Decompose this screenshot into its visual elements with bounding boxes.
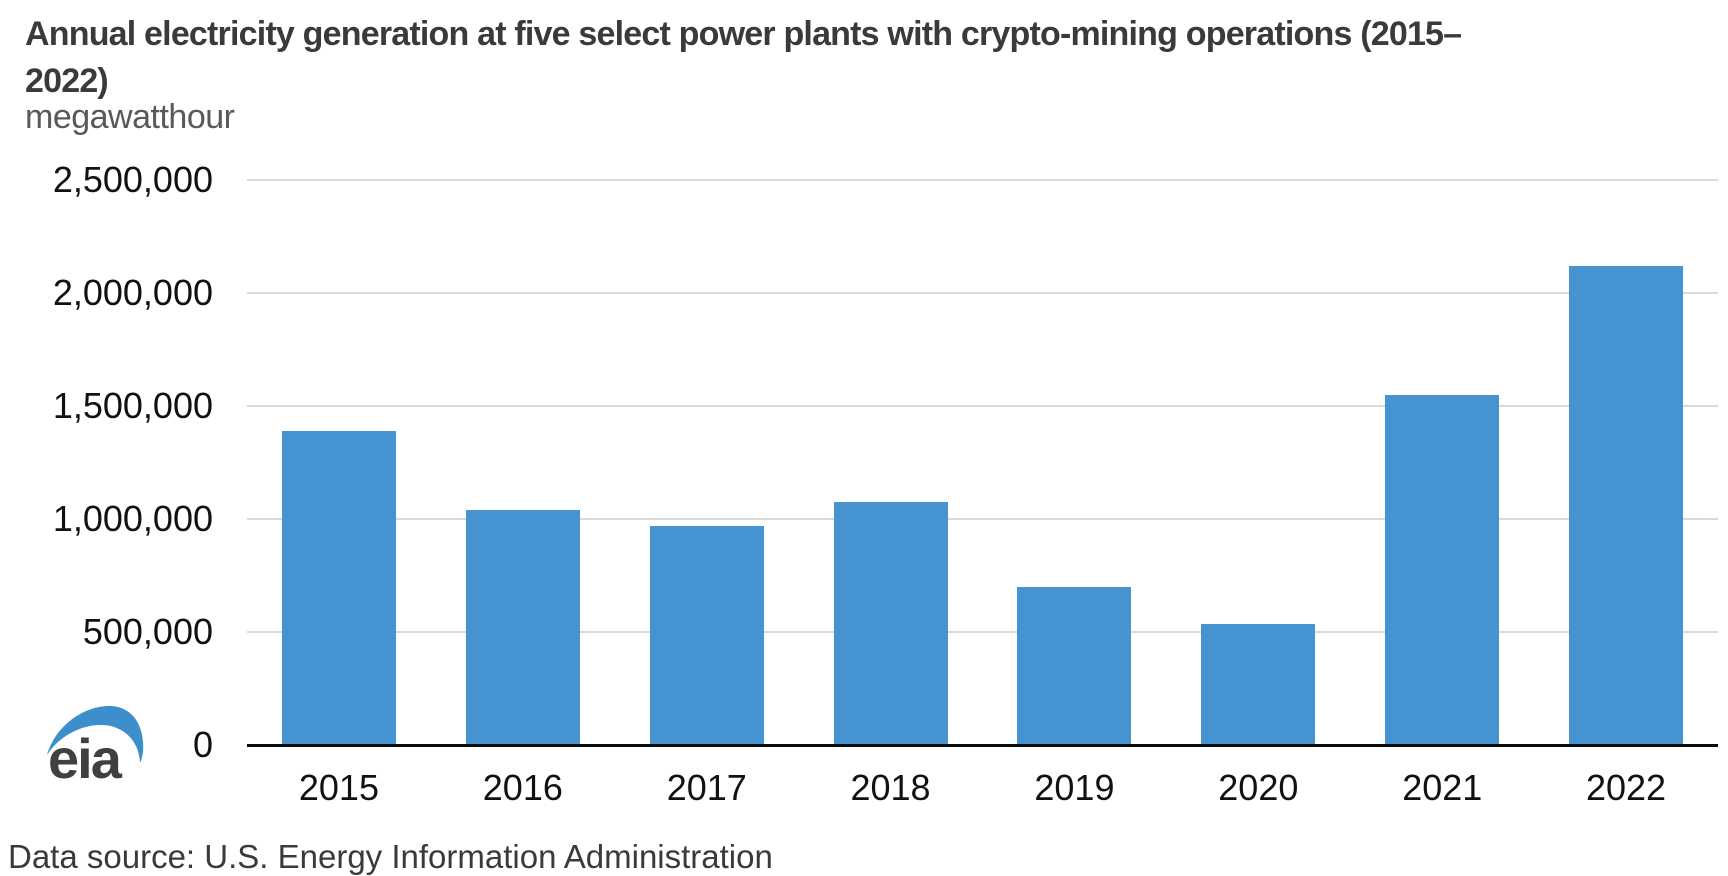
gridline-1000000	[247, 518, 1718, 520]
plot-area: 0 500,000 1,000,000 1,500,000 2,000,000 2,500…	[52, 159, 1718, 808]
gridline-1500000	[247, 405, 1718, 407]
x-axis-label-2018: 2018	[850, 767, 931, 808]
gridline-2000000	[247, 292, 1718, 294]
y-axis-label-500000: 500,000	[82, 611, 213, 652]
y-axis-label-0: 0	[192, 724, 213, 765]
chart-unit-label: megawatthour	[25, 98, 235, 136]
bar-2018	[833, 502, 948, 745]
bar-2019	[1017, 586, 1132, 745]
bar-2020	[1201, 624, 1316, 745]
x-axis-label-2021: 2021	[1402, 767, 1483, 808]
gridline-500000	[247, 631, 1718, 633]
eia-logo-text: eia	[48, 727, 123, 785]
x-axis-label-2020: 2020	[1218, 767, 1299, 808]
chart-title: Annual electricity generation at five se…	[25, 11, 1462, 105]
y-axis-label-1500000: 1,500,000	[52, 385, 213, 426]
x-axis-label-2016: 2016	[482, 767, 563, 808]
bar-2021	[1385, 394, 1500, 745]
x-axis-label-2017: 2017	[666, 767, 747, 808]
y-axis-label-1000000: 1,000,000	[52, 498, 213, 539]
y-axis-label-2500000: 2,500,000	[52, 159, 213, 200]
x-axis-line	[247, 744, 1718, 747]
eia-swoosh-icon	[47, 705, 144, 763]
y-axis-label-2000000: 2,000,000	[52, 272, 213, 313]
bar-2022	[1569, 265, 1684, 745]
chart-page: Annual electricity generation at five se…	[8, 11, 1718, 875]
bar-2015	[281, 430, 396, 745]
x-axis-label-2022: 2022	[1585, 767, 1667, 808]
eia-logo: eia	[47, 705, 144, 785]
bar-2016	[465, 510, 580, 745]
x-axis-label-2019: 2019	[1034, 767, 1115, 808]
chart-title-line1: Annual electricity generation at five se…	[25, 15, 1462, 53]
bar-2017	[649, 525, 764, 745]
chart-title-line2: 2022)	[25, 62, 109, 100]
gridline-2500000	[247, 179, 1718, 181]
x-axis-label-2015: 2015	[298, 767, 379, 808]
